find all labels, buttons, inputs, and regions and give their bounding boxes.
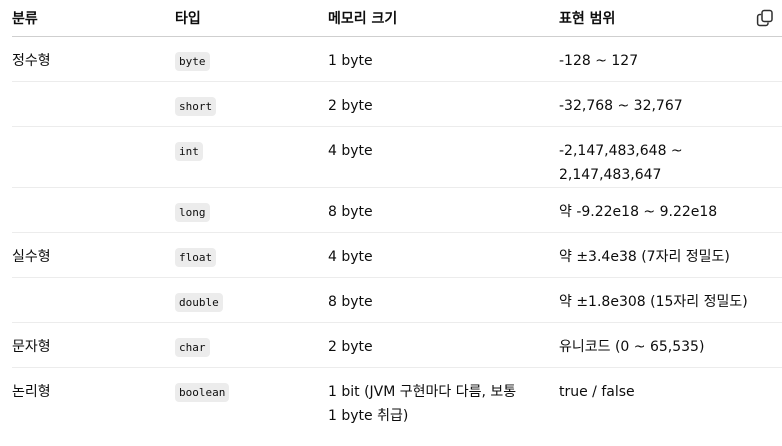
cell-type: long [175, 187, 328, 233]
type-code: boolean [175, 383, 230, 402]
cell-range: -128 ~ 127 [559, 36, 782, 82]
table-row: 실수형 float 4 byte 약 ±3.4e38 (7자리 정밀도) [12, 232, 782, 278]
cell-category [12, 187, 175, 233]
cell-range: 약 ±1.8e308 (15자리 정밀도) [559, 277, 782, 323]
cell-category: 논리형 [12, 384, 51, 400]
cell-type: int [175, 126, 328, 188]
table-row: 정수형 byte 1 byte -128 ~ 127 [12, 36, 782, 82]
table-row: short 2 byte -32,768 ~ 32,767 [12, 81, 782, 127]
cell-type: boolean [175, 368, 328, 440]
cell-size: 8 byte [328, 277, 559, 323]
data-type-table: 분류 타입 메모리 크기 표현 범위 정수형 byte 1 byte -128 … [12, 0, 782, 440]
cell-size: 1 byte [328, 36, 559, 82]
type-code: double [175, 293, 223, 312]
type-code: float [175, 248, 217, 267]
type-code: byte [175, 52, 210, 71]
cell-category: 정수형 [12, 36, 175, 82]
cell-type: float [175, 232, 328, 278]
copy-icon [756, 9, 773, 27]
cell-range: true / false [559, 384, 635, 400]
cell-category [12, 81, 175, 127]
header-size: 메모리 크기 [328, 0, 559, 37]
cell-range: -32,768 ~ 32,767 [559, 81, 782, 127]
data-type-table-container: 분류 타입 메모리 크기 표현 범위 정수형 byte 1 byte -128 … [12, 0, 782, 440]
cell-range: 약 ±3.4e38 (7자리 정밀도) [559, 232, 782, 278]
cell-type: byte [175, 36, 328, 82]
copy-button[interactable] [756, 9, 774, 27]
table-row: long 8 byte 약 -9.22e18 ~ 9.22e18 [12, 187, 782, 233]
header-type: 타입 [175, 0, 328, 37]
cell-category [12, 126, 175, 188]
table-row: 문자형 char 2 byte 유니코드 (0 ~ 65,535) [12, 322, 782, 368]
cell-size: 2 byte [328, 81, 559, 127]
cell-size: 2 byte [328, 322, 559, 368]
cell-type: short [175, 81, 328, 127]
table-row: double 8 byte 약 ±1.8e308 (15자리 정밀도) [12, 277, 782, 323]
cell-category: 문자형 [12, 322, 175, 368]
cell-range: 유니코드 (0 ~ 65,535) [559, 322, 782, 368]
type-code: short [175, 97, 217, 116]
header-range: 표현 범위 [559, 0, 782, 37]
cell-type: char [175, 322, 328, 368]
cell-type: double [175, 277, 328, 323]
cell-size: 1 bit (JVM 구현마다 다름, 보통 1 byte 취급) [328, 384, 517, 424]
cell-range: -2,147,483,648 ~ 2,147,483,647 [559, 126, 782, 188]
cell-category: 실수형 [12, 232, 175, 278]
header-category: 분류 [12, 0, 175, 37]
table-row: 논리형 boolean 1 bit (JVM 구현마다 다름, 보통 1 byt… [12, 368, 782, 440]
table-row: int 4 byte -2,147,483,648 ~ 2,147,483,64… [12, 126, 782, 188]
table-header-row: 분류 타입 메모리 크기 표현 범위 [12, 0, 782, 37]
type-code: char [175, 338, 210, 357]
cell-size: 8 byte [328, 187, 559, 233]
cell-range: 약 -9.22e18 ~ 9.22e18 [559, 187, 782, 233]
cell-size: 4 byte [328, 232, 559, 278]
cell-category [12, 277, 175, 323]
cell-size: 4 byte [328, 126, 559, 188]
type-code: long [175, 203, 210, 222]
type-code: int [175, 142, 203, 161]
